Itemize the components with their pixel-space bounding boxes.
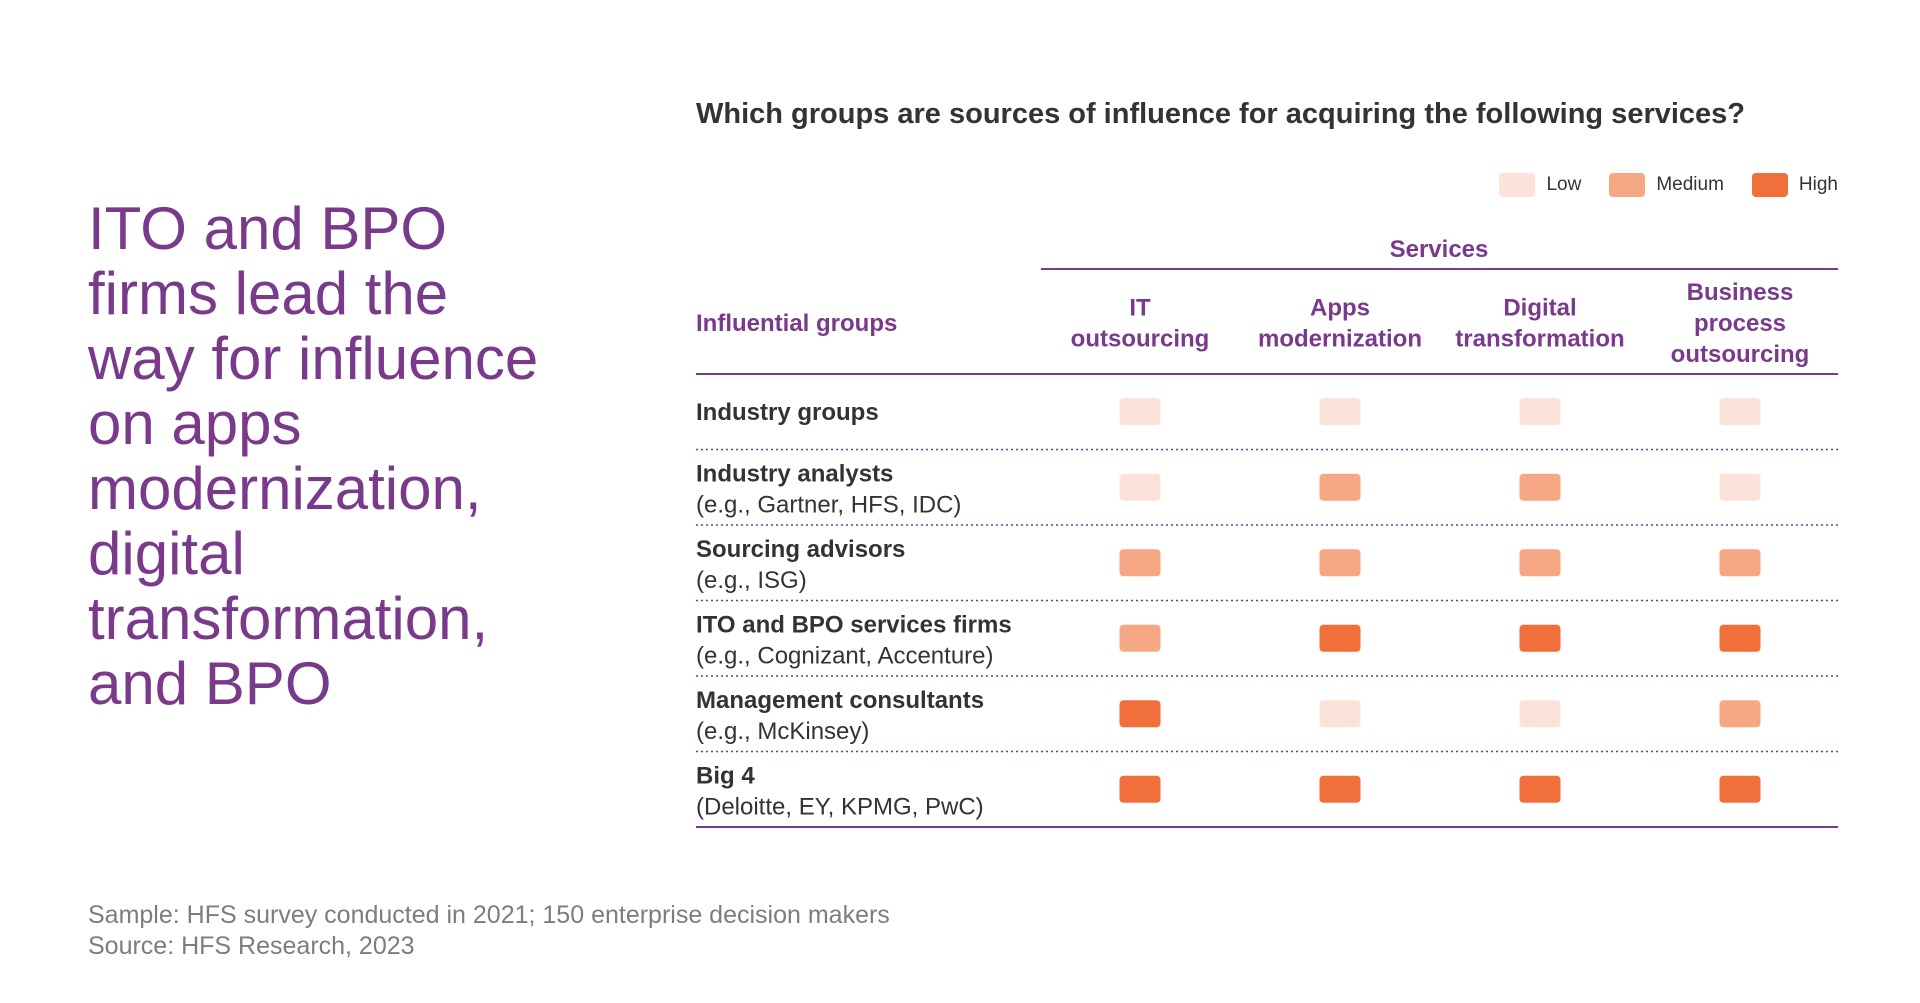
row-label-6: Big 4 xyxy=(696,762,755,789)
cell-r1-c4-low xyxy=(1719,398,1761,426)
row-example-2: (e.g., Gartner, HFS, IDC) xyxy=(696,491,961,518)
legend-item-medium: Medium xyxy=(1609,173,1724,197)
row-header-label: Influential groups xyxy=(696,310,897,337)
cell-r3-c3-medium xyxy=(1519,549,1561,577)
row-example-6: (Deloitte, EY, KPMG, PwC) xyxy=(696,793,984,820)
cell-r5-c4-medium xyxy=(1719,700,1761,728)
cell-r3-c4-medium xyxy=(1719,549,1761,577)
column-header-4-line-3: outsourcing xyxy=(1671,341,1810,368)
row-label-3: Sourcing advisors xyxy=(696,536,905,563)
cell-r6-c4-high xyxy=(1719,775,1761,803)
column-header-4-line-1: Business xyxy=(1687,279,1794,306)
source-note: Source: HFS Research, 2023 xyxy=(88,932,415,960)
legend-label-medium: Medium xyxy=(1656,174,1724,195)
legend-swatch-high xyxy=(1751,173,1788,197)
cell-r2-c4-low xyxy=(1719,473,1761,501)
legend-item-high: High xyxy=(1751,173,1838,197)
column-header-1-line-2: outsourcing xyxy=(1071,326,1210,353)
row-example-4: (e.g., Cognizant, Accenture) xyxy=(696,642,994,669)
cell-r4-c3-high xyxy=(1519,624,1561,652)
row-example-5: (e.g., McKinsey) xyxy=(696,718,869,745)
cell-r1-c3-low xyxy=(1519,398,1561,426)
column-header-1-line-1: IT xyxy=(1129,295,1151,322)
cell-r4-c4-high xyxy=(1719,624,1761,652)
cell-r6-c3-high xyxy=(1519,775,1561,803)
cell-r4-c2-high xyxy=(1319,624,1361,652)
cell-r6-c2-high xyxy=(1319,775,1361,803)
column-header-3-line-1: Digital xyxy=(1503,295,1576,322)
cell-r1-c2-low xyxy=(1319,398,1361,426)
services-label: Services xyxy=(1390,236,1489,263)
cell-r3-c2-medium xyxy=(1319,549,1361,577)
cell-r5-c2-low xyxy=(1319,700,1361,728)
legend: Low Medium High xyxy=(1471,173,1838,197)
legend-swatch-low xyxy=(1499,173,1536,197)
cell-r3-c1-medium xyxy=(1119,549,1161,577)
column-header-2-line-2: modernization xyxy=(1258,326,1422,353)
cell-r6-c1-high xyxy=(1119,775,1161,803)
cell-r5-c3-low xyxy=(1519,700,1561,728)
cell-r5-c1-high xyxy=(1119,700,1161,728)
headline: ITO and BPO firms lead the way for influ… xyxy=(88,195,539,717)
legend-item-low: Low xyxy=(1499,173,1581,197)
column-header-4-line-2: process xyxy=(1694,310,1786,337)
sample-note: Sample: HFS survey conducted in 2021; 15… xyxy=(88,901,890,929)
cell-r2-c1-low xyxy=(1119,473,1161,501)
column-header-3-line-2: transformation xyxy=(1455,326,1624,353)
cell-r2-c3-medium xyxy=(1519,473,1561,501)
chart-title: Which groups are sources of influence fo… xyxy=(696,98,1746,130)
row-example-3: (e.g., ISG) xyxy=(696,567,807,594)
legend-swatch-medium xyxy=(1609,173,1646,197)
legend-label-high: High xyxy=(1798,174,1838,195)
legend-label-low: Low xyxy=(1546,174,1582,195)
row-label-4: ITO and BPO services firms xyxy=(696,611,1012,638)
cell-r4-c1-medium xyxy=(1119,624,1161,652)
row-label-5: Management consultants xyxy=(696,687,984,714)
column-header-2-line-1: Apps xyxy=(1310,295,1370,322)
row-label-2: Industry analysts xyxy=(696,460,893,487)
row-label-1: Industry groups xyxy=(696,399,879,426)
footnote: Sample: HFS survey conducted in 2021; 15… xyxy=(88,900,890,962)
cell-r2-c2-medium xyxy=(1319,473,1361,501)
cell-r1-c1-low xyxy=(1119,398,1161,426)
